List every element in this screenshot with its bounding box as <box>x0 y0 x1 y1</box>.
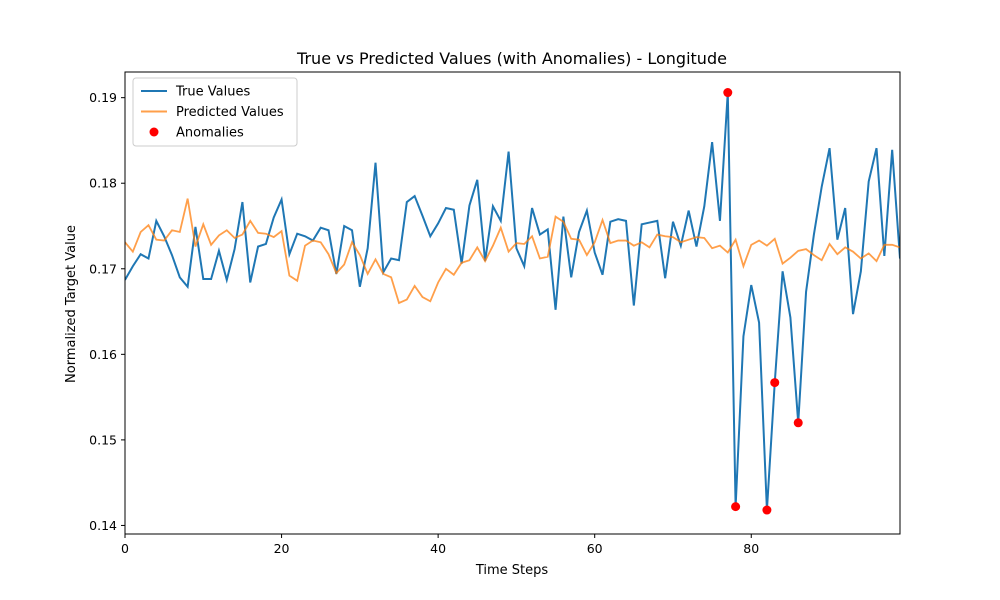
anomaly-point <box>762 505 772 515</box>
series-line-true-values <box>125 92 900 511</box>
y-axis-label: Normalized Target Value <box>64 225 79 383</box>
y-tick-label: 0.17 <box>89 261 117 276</box>
anomaly-point <box>770 378 780 388</box>
series-line-predicted-values <box>125 198 900 305</box>
x-tick-label: 80 <box>743 541 759 556</box>
plot-area: 0 20 40 60 80 0.14 0.15 0.16 0.17 0.18 0.19 <box>89 71 901 556</box>
chart-title: True vs Predicted Values (with Anomalies… <box>296 49 727 68</box>
y-tick-label: 0.16 <box>89 347 117 362</box>
legend-label: True Values <box>175 85 250 100</box>
y-tick-label: 0.18 <box>89 176 117 191</box>
y-tick-label: 0.15 <box>89 432 117 447</box>
anomaly-point <box>731 502 741 512</box>
legend: True Values Predicted Values Anomalies <box>132 77 298 147</box>
legend-box <box>132 77 298 147</box>
x-tick-label: 20 <box>274 541 290 556</box>
x-axis-label: Time Steps <box>475 563 549 578</box>
x-tick-label: 60 <box>587 541 603 556</box>
anomaly-point <box>793 418 803 428</box>
axes-frame <box>124 71 901 535</box>
y-tick-label: 0.14 <box>89 518 117 533</box>
anomaly-point <box>723 88 733 98</box>
legend-swatch <box>149 127 159 137</box>
x-tick-label: 40 <box>430 541 446 556</box>
y-tick-label: 0.19 <box>89 90 117 105</box>
legend-label: Anomalies <box>176 126 244 141</box>
legend-label: Predicted Values <box>176 105 284 120</box>
x-tick-label: 0 <box>121 541 129 556</box>
